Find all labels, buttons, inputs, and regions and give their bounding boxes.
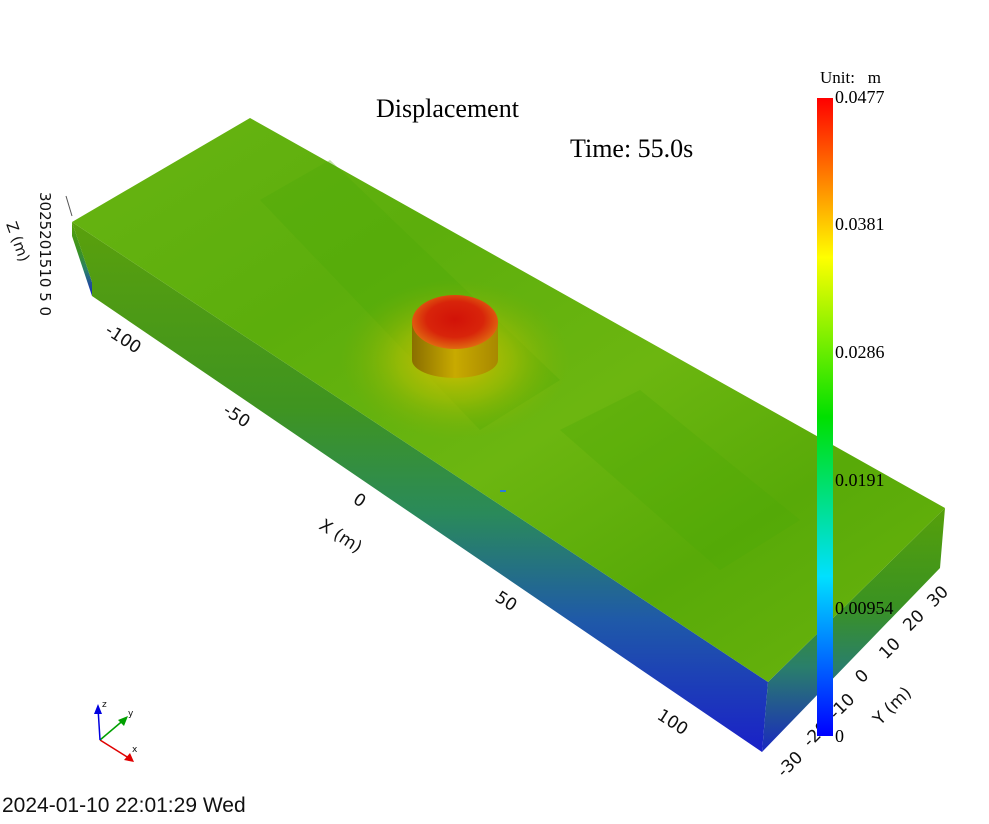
triad-z-label: z [102, 700, 107, 710]
colorbar-unit-label: Unit: m [820, 68, 881, 87]
triad-x-arrow [124, 753, 134, 762]
y-tick: 30 [923, 582, 952, 611]
y-tick: 20 [899, 606, 928, 635]
colorbar-tick-label: 0.0286 [835, 342, 885, 362]
x-tick: -50 [219, 400, 253, 432]
z-axis-line [65, 195, 73, 217]
colorbar: Unit: m 0.0477 0.0381 0.0286 0.0191 0.00… [817, 68, 894, 746]
z-axis: 3025201510 5 0 Z (m) [2, 192, 73, 316]
z-axis-label: Z (m) [2, 219, 33, 264]
pillar-top [412, 295, 498, 349]
triad-y-label: y [128, 709, 134, 719]
slab-front-side-face [72, 222, 768, 752]
slab-model[interactable] [72, 118, 945, 752]
x-tick: 50 [491, 587, 520, 616]
time-label: Time: 55.0s [570, 134, 693, 163]
colorbar-tick-label: 0.0191 [835, 470, 885, 490]
colorbar-tick-label: 0.0477 [835, 87, 885, 107]
plot-title: Displacement [376, 94, 520, 123]
x-tick: 100 [653, 705, 691, 739]
triad-x-label: x [132, 745, 138, 755]
y-tick: 10 [875, 634, 904, 663]
colorbar-tick-label: 0.0381 [835, 214, 885, 234]
pillar[interactable] [412, 295, 498, 378]
triad-z-arrow [94, 704, 102, 714]
slab-right-end-face [762, 508, 945, 752]
timestamp: 2024-01-10 22:01:29 Wed [2, 794, 246, 817]
z-tick-labels: 3025201510 5 0 [36, 192, 54, 316]
y-tick: 0 [851, 666, 873, 688]
x-tick: 0 [349, 489, 369, 512]
y-axis-label: Y (m) [869, 683, 916, 730]
colorbar-tick-label: 0.00954 [835, 598, 894, 618]
triad-x-axis [99, 739, 133, 761]
surface-band [560, 390, 800, 570]
colorbar-tick-label: 0 [835, 726, 844, 746]
x-axis-label: X (m) [315, 515, 365, 557]
orientation-triad[interactable]: x y z [94, 700, 138, 762]
triad-y-arrow [118, 716, 128, 726]
y-tick: -30 [773, 748, 807, 782]
colorbar-bar [817, 98, 833, 736]
slab-left-end-face [72, 222, 92, 296]
